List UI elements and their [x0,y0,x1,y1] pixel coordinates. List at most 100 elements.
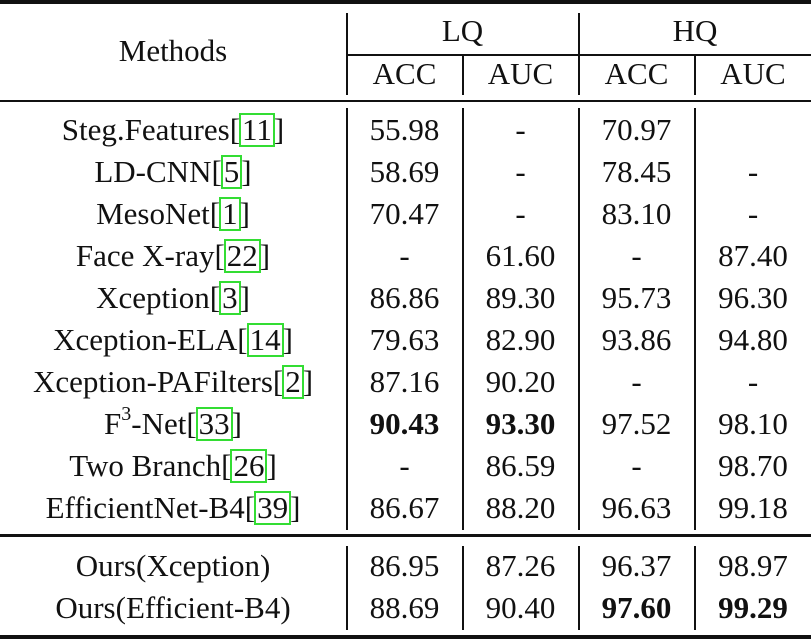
method-name-cell: LD-CNN[5] [0,151,346,193]
group-separator-rule [0,534,811,537]
cite-open-bracket: [ [214,238,225,273]
value-cell: 87.40 [718,238,788,273]
value-cell: - [747,196,759,231]
cite-open-bracket: [ [211,154,222,189]
ours-method-name: Ours(Efficient-B4) [55,590,291,625]
method-name-cell: Two Branch[26] [0,445,346,487]
cite-open-bracket: [ [229,112,241,147]
method-name: LD-CNN [94,154,212,189]
body-vline-3 [694,108,696,530]
value-cell: 98.10 [718,406,788,441]
cite-close-bracket: ] [239,280,250,315]
value-cell: 90.20 [485,364,556,399]
value-cell: - [747,364,759,399]
method-name-cell: MesoNet[1] [0,193,346,235]
citation-link[interactable]: 22 [223,239,261,273]
cite-open-bracket: [ [221,448,232,483]
value-cell: 97.52 [601,406,672,441]
ours-vline-2 [578,546,580,630]
citation-link[interactable]: 1 [219,197,241,231]
method-name-cell: Xception[3] [0,277,346,319]
citation-link[interactable]: 11 [239,113,275,147]
value-cell: 95.73 [601,280,672,315]
citation-link[interactable]: 39 [254,491,292,525]
value-cell: - [399,238,410,273]
body-vline-2 [578,108,580,530]
citation-link[interactable]: 14 [246,323,284,357]
lq-group-header: LQ [441,13,484,48]
citation-link[interactable]: 26 [230,449,268,483]
value-cell: 96.63 [601,490,672,525]
value-cell: 79.63 [369,322,440,357]
ours-value-cell: 90.40 [485,590,556,625]
ours-value-cell: 96.37 [601,548,672,583]
method-name: Xception-ELA [53,322,238,357]
method-name-cell: Face X-ray[22] [0,235,346,277]
value-cell: 70.97 [601,112,672,147]
cite-close-bracket: ] [302,364,314,399]
cite-close-bracket: ] [259,238,271,273]
bottom-rule [0,635,811,639]
method-name: EfficientNet-B4 [45,490,245,525]
value-cell: 99.18 [718,490,788,525]
cite-open-bracket: [ [244,490,256,525]
value-cell: 78.45 [601,154,672,189]
method-name: Xception-PAFilters [32,364,273,399]
value-cell: - [631,238,642,273]
cite-close-bracket: ] [273,112,285,147]
citation-link[interactable]: 3 [219,281,241,315]
methods-header: Methods [118,33,228,68]
value-cell: - [631,448,642,483]
header-vline-methods [346,13,348,95]
ours-value-cell: 98.97 [718,548,788,583]
value-cell: 55.98 [369,112,440,147]
method-name: Xception [96,280,210,315]
method-name-cell: Xception-PAFilters[2] [0,361,346,403]
method-name: MesoNet [96,196,210,231]
cite-open-bracket: [ [186,406,197,441]
cite-open-bracket: [ [237,322,248,357]
value-cell: 86.86 [369,280,440,315]
header-vline-hq-sub [694,55,696,95]
cite-close-bracket: ] [290,490,301,525]
value-cell: - [399,448,410,483]
method-name-cell: F3-Net[33] [0,403,346,445]
value-cell: - [515,154,526,189]
header-vline-lq-sub [462,55,464,95]
value-cell: 94.80 [718,322,788,357]
method-name: Two Branch [69,448,222,483]
value-cell: 70.47 [369,196,440,231]
value-cell: 86.59 [485,448,556,483]
citation-link[interactable]: 2 [282,365,304,399]
cite-open-bracket: [ [209,280,221,315]
ours-value-cell: 88.69 [369,590,440,625]
cite-close-bracket: ] [239,196,250,231]
value-cell: 89.30 [485,280,556,315]
ours-value-cell: 86.95 [369,548,440,583]
ours-value-cell: 97.60 [601,590,672,625]
method-name-cell: Xception-ELA[14] [0,319,346,361]
body-vline-1 [462,108,464,530]
method-superscript: 3 [121,402,132,425]
value-cell: 96.30 [718,280,788,315]
citation-link[interactable]: 33 [195,407,233,441]
cite-close-bracket: ] [282,322,293,357]
value-cell: 93.86 [601,322,672,357]
value-cell: 61.60 [485,238,556,273]
value-cell: - [631,364,642,399]
ours-value-cell: 99.29 [718,590,788,625]
ours-vline-3 [694,546,696,630]
header-vline-groups [578,13,580,95]
lq-acc-header: ACC [372,56,437,91]
ours-value-cell: 87.26 [485,548,556,583]
cite-close-bracket: ] [231,406,242,441]
value-cell: 93.30 [485,406,556,441]
lq-auc-header: AUC [487,56,554,91]
value-cell: 83.10 [601,196,672,231]
value-cell: 90.43 [369,406,440,441]
value-cell: - [515,196,526,231]
method-name-cell: EfficientNet-B4[39] [0,487,346,529]
value-cell: - [747,154,759,189]
method-name-suffix: -Net [131,406,187,441]
citation-link[interactable]: 5 [220,155,243,189]
